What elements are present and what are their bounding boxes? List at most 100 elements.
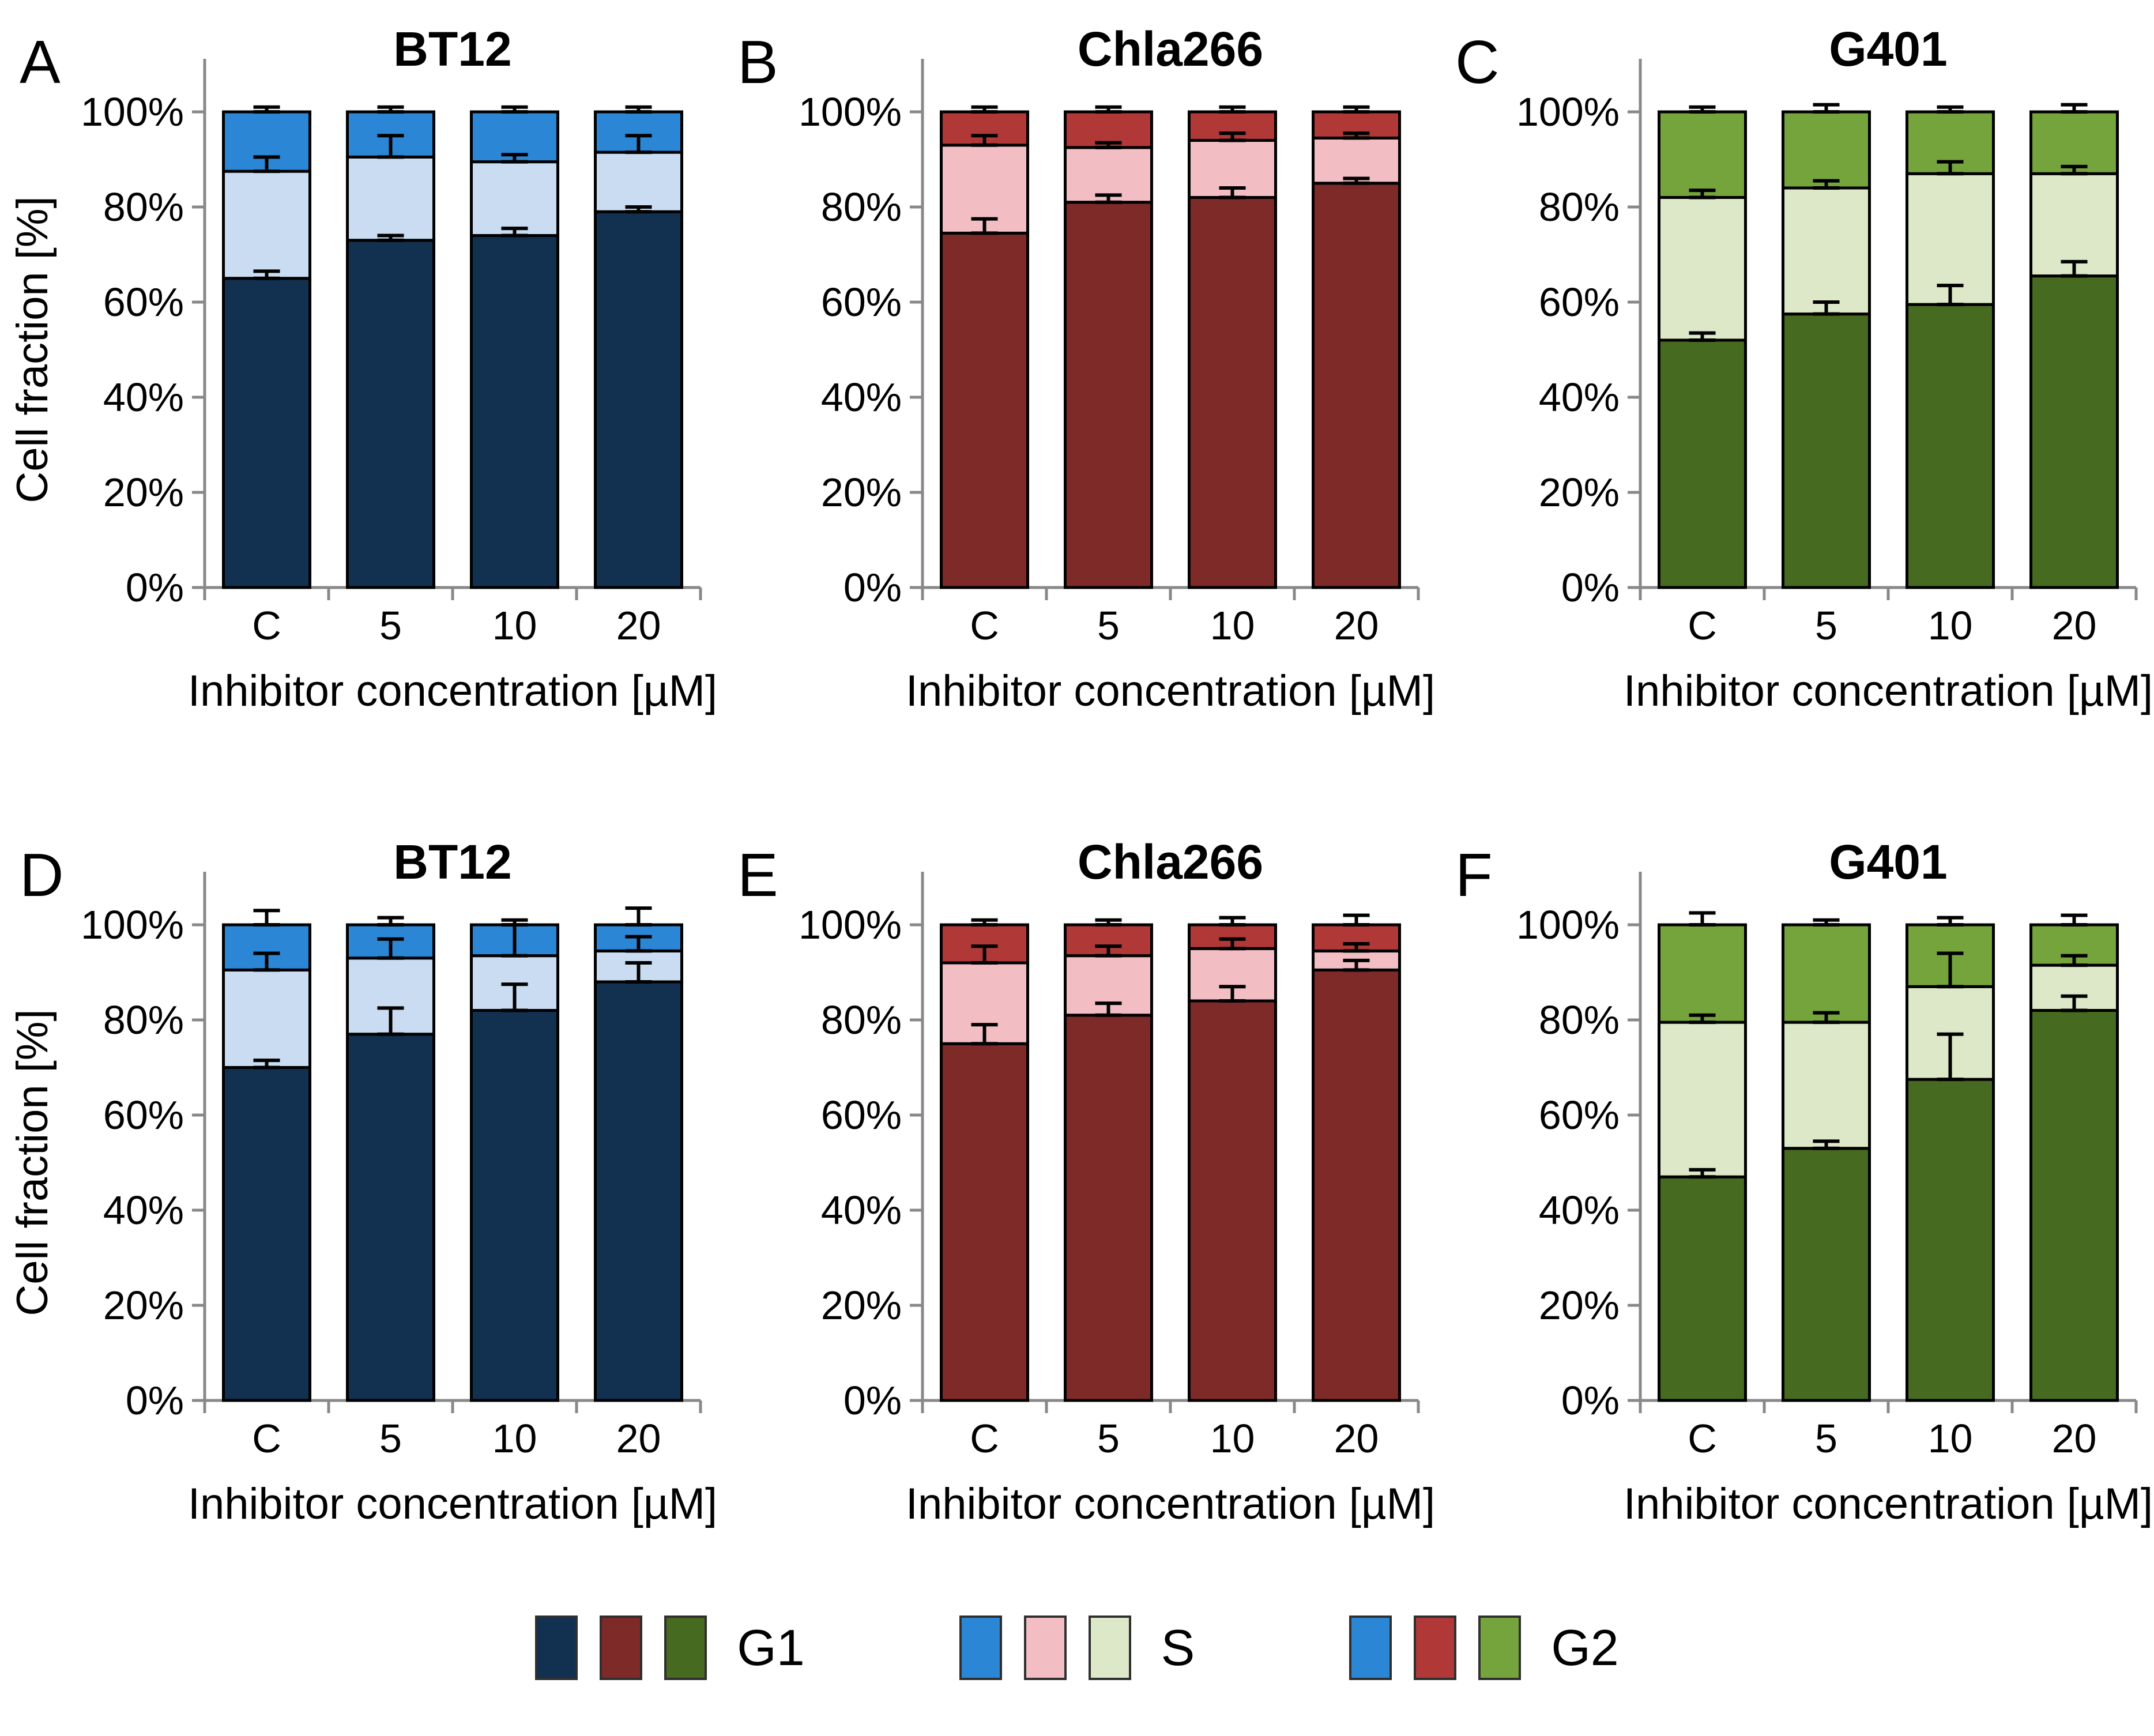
bar-segment-g1: [1782, 1147, 1871, 1402]
y-tick-label: 0%: [126, 1378, 184, 1423]
panel-letter: E: [737, 841, 778, 909]
chart-d: D BT12 0% 20% 40% 60% 80% 100% C 5 10 20 Inhibitor c…: [8, 835, 717, 1528]
y-tick-label: 60%: [1539, 280, 1620, 325]
bar-segment-g1: [1658, 338, 1747, 589]
legend-label-g1: G1: [737, 1619, 805, 1676]
y-tick-label: 100%: [799, 902, 902, 947]
x-tick-label: 20: [2052, 603, 2097, 648]
bar-segment-g2: [1782, 110, 1871, 190]
bar-segment-g1: [470, 1009, 559, 1402]
y-tick-label: 60%: [1539, 1093, 1620, 1138]
y-tick-label: 0%: [843, 1378, 902, 1423]
panel-f: F G401 0% 20% 40% 60% 80% 100% C 5 10 20 Inhibitor c…: [1436, 821, 2153, 1565]
y-tick-label: 60%: [821, 1093, 902, 1138]
x-tick-label: C: [970, 1416, 999, 1461]
y-tick-label: 100%: [81, 902, 184, 947]
y-tick-label: 80%: [1539, 184, 1620, 229]
chart-a: A BT12 0% 20% 40% 60% 80% 100% C 5 10 20 Inhibitor c…: [8, 22, 717, 716]
x-tick-label: 5: [1097, 603, 1120, 648]
bar-segment-s: [1312, 136, 1401, 185]
x-tick-label: C: [970, 603, 999, 648]
chart-b: B Chla266 0% 20% 40% 60% 80% 100% C 5 10 20 Inhibito…: [737, 22, 1435, 716]
legend-swatch-s-pink: [1023, 1616, 1067, 1680]
chart-c: C G401 0% 20% 40% 60% 80% 100% C 5 10 20 Inhibitor c…: [1455, 22, 2153, 716]
bar-segment-g1: [1064, 201, 1153, 589]
y-tick-label: 20%: [103, 1283, 184, 1328]
x-tick-label: 20: [616, 603, 661, 648]
x-tick-label: C: [252, 603, 281, 648]
x-axis-title: Inhibitor concentration [µM]: [188, 1479, 717, 1528]
bar-segment-g1: [1906, 303, 1995, 589]
x-tick-label: 5: [1815, 1416, 1837, 1461]
bar-segment-g1: [594, 210, 683, 589]
y-tick-label: 80%: [103, 997, 184, 1042]
x-tick-label: 10: [492, 1416, 537, 1461]
bar-segment-g1: [1188, 196, 1277, 589]
bar-segment-g1: [1782, 312, 1871, 589]
legend-swatch-g2-red: [1414, 1616, 1457, 1680]
bar-segment-g1: [222, 1066, 311, 1402]
x-tick-label: 10: [1210, 603, 1255, 648]
panel-b: B Chla266 0% 20% 40% 60% 80% 100% C 5 10 20 Inhibito…: [718, 8, 1436, 752]
y-tick-label: 80%: [821, 184, 902, 229]
x-tick-label: C: [252, 1416, 281, 1461]
legend-swatch-g1-red: [600, 1616, 643, 1680]
bar-segment-g1: [346, 239, 435, 589]
x-axis-title: Inhibitor concentration [µM]: [1624, 1479, 2153, 1528]
x-tick-label: C: [1688, 603, 1717, 648]
x-tick-label: C: [1688, 1416, 1717, 1461]
panel-title: BT12: [393, 22, 511, 76]
bar-segment-s: [1782, 1020, 1871, 1150]
bar-segment-g2: [1782, 923, 1871, 1024]
bar-segment-g2: [2029, 110, 2119, 175]
y-tick-label: 40%: [1539, 1188, 1620, 1233]
x-axis-title: Inhibitor concentration [µM]: [906, 666, 1435, 716]
legend-group-g2: G2: [1349, 1616, 1619, 1680]
x-tick-label: 10: [1928, 1416, 1973, 1461]
x-axis-title: Inhibitor concentration [µM]: [1624, 666, 2153, 716]
panel-e: E Chla266 0% 20% 40% 60% 80% 100% C 5 10 20 Inhibito…: [718, 821, 1436, 1565]
panel-c: C G401 0% 20% 40% 60% 80% 100% C 5 10 20 Inhibitor c…: [1436, 8, 2153, 752]
bar-segment-g1: [940, 231, 1029, 589]
bar-segment-s: [1658, 1020, 1747, 1178]
y-tick-label: 40%: [103, 1188, 184, 1233]
x-tick-label: 5: [1097, 1416, 1120, 1461]
x-tick-label: 10: [1928, 603, 1973, 648]
bar-segment-s: [1906, 172, 1995, 306]
x-tick-label: 5: [379, 603, 402, 648]
legend-swatch-g1-green: [664, 1616, 707, 1680]
y-tick-label: 100%: [81, 89, 184, 134]
chart-e: E Chla266 0% 20% 40% 60% 80% 100% C 5 10 20 Inhibito…: [737, 835, 1435, 1528]
y-tick-label: 0%: [843, 565, 902, 610]
bar-segment-g2: [1658, 923, 1747, 1024]
legend-swatch-g1-blue: [535, 1616, 578, 1680]
y-tick-label: 80%: [821, 997, 902, 1042]
bar-segment-s: [2029, 172, 2119, 278]
y-tick-label: 0%: [1561, 565, 1620, 610]
bar-segment-g1: [470, 234, 559, 589]
y-tick-label: 100%: [1516, 902, 1620, 947]
x-tick-label: 5: [1815, 603, 1837, 648]
panel-title: Chla266: [1078, 22, 1263, 76]
legend-label-s: S: [1161, 1619, 1195, 1676]
y-axis-title: Cell fraction [%]: [8, 196, 57, 503]
y-tick-label: 40%: [821, 375, 902, 420]
x-tick-label: 20: [616, 1416, 661, 1461]
y-tick-label: 20%: [103, 470, 184, 515]
panel-letter: D: [20, 841, 64, 909]
bar-segment-g1: [222, 277, 311, 589]
legend-swatch-s-green: [1088, 1616, 1131, 1680]
legend-swatch-s-blue: [959, 1616, 1002, 1680]
bar-segment-g2: [1658, 110, 1747, 199]
y-tick-label: 0%: [126, 565, 184, 610]
y-tick-label: 100%: [799, 89, 902, 134]
bar-segment-s: [594, 150, 683, 213]
bar-segment-g1: [940, 1042, 1029, 1402]
y-tick-label: 0%: [1561, 1378, 1620, 1423]
y-axis-title: Cell fraction [%]: [8, 1009, 57, 1316]
figure-grid: A BT12 0% 20% 40% 60% 80% 100% C 5 10 20 Inhibitor c…: [8, 8, 2153, 1565]
bar-segment-g1: [1906, 1078, 1995, 1402]
bar-segment-g2: [1906, 110, 1995, 175]
y-tick-label: 20%: [1539, 1283, 1620, 1328]
legend-group-g1: G1: [535, 1616, 805, 1680]
